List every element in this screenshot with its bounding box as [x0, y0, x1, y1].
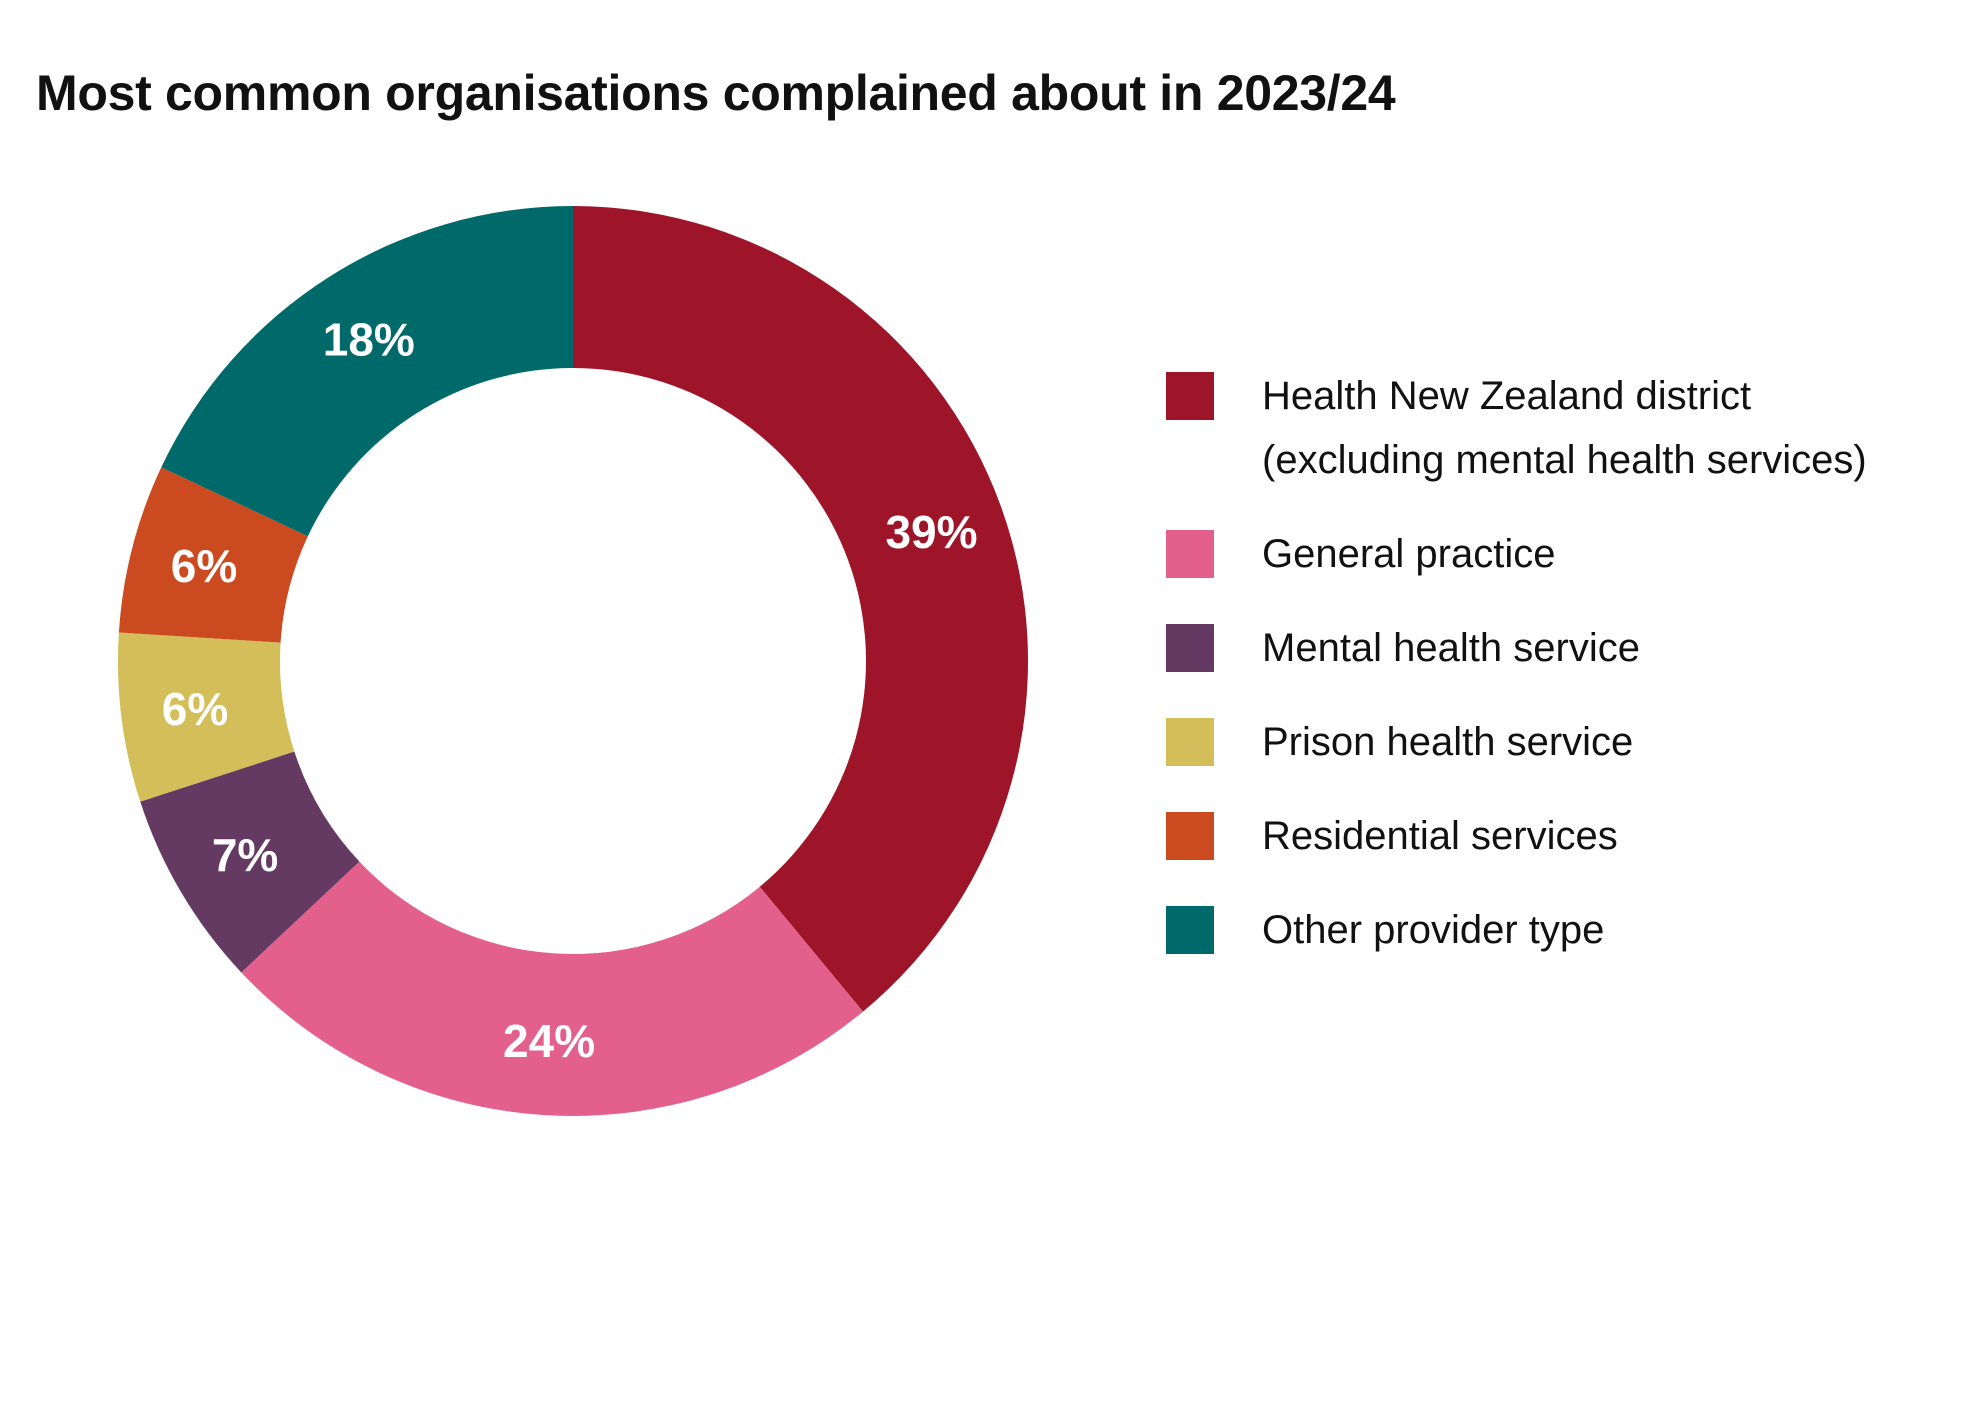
donut-slice: [161, 206, 573, 537]
donut-slice: [140, 751, 360, 973]
legend-label: Other provider type: [1262, 908, 1605, 952]
slice-label-layer: 39% 24% 7% 6% 6% 18%: [162, 313, 978, 1067]
legend-label: General practice: [1262, 532, 1556, 576]
legend-label: Mental health service: [1262, 626, 1640, 670]
legend-swatch: [1166, 906, 1214, 954]
legend-swatch: [1166, 530, 1214, 578]
slice-data-label: 6%: [162, 683, 228, 735]
legend-swatch: [1166, 812, 1214, 860]
legend-label: Prison health service: [1262, 720, 1634, 764]
legend-swatch: [1166, 624, 1214, 672]
legend-swatch: [1166, 372, 1214, 420]
donut-slice: [241, 861, 864, 1116]
donut-slice: [573, 206, 1028, 1012]
donut-slice: [117, 632, 295, 802]
slice-layer: [117, 206, 1028, 1116]
legend-label: Health New Zealand district (excluding m…: [1262, 374, 1867, 482]
slice-data-label: 24%: [503, 1015, 595, 1067]
legend-swatch: [1166, 718, 1214, 766]
donut-slice: [118, 467, 308, 643]
slice-data-label: 39%: [885, 506, 977, 558]
legend-label: Residential services: [1262, 814, 1618, 858]
donut-chart: 39% 24% 7% 6% 6% 18%: [117, 206, 1028, 1116]
chart-title: Most common organisations complained abo…: [36, 65, 1396, 121]
slice-data-label: 6%: [171, 540, 237, 592]
slice-data-label: 18%: [323, 313, 415, 365]
slice-data-label: 7%: [212, 829, 278, 881]
